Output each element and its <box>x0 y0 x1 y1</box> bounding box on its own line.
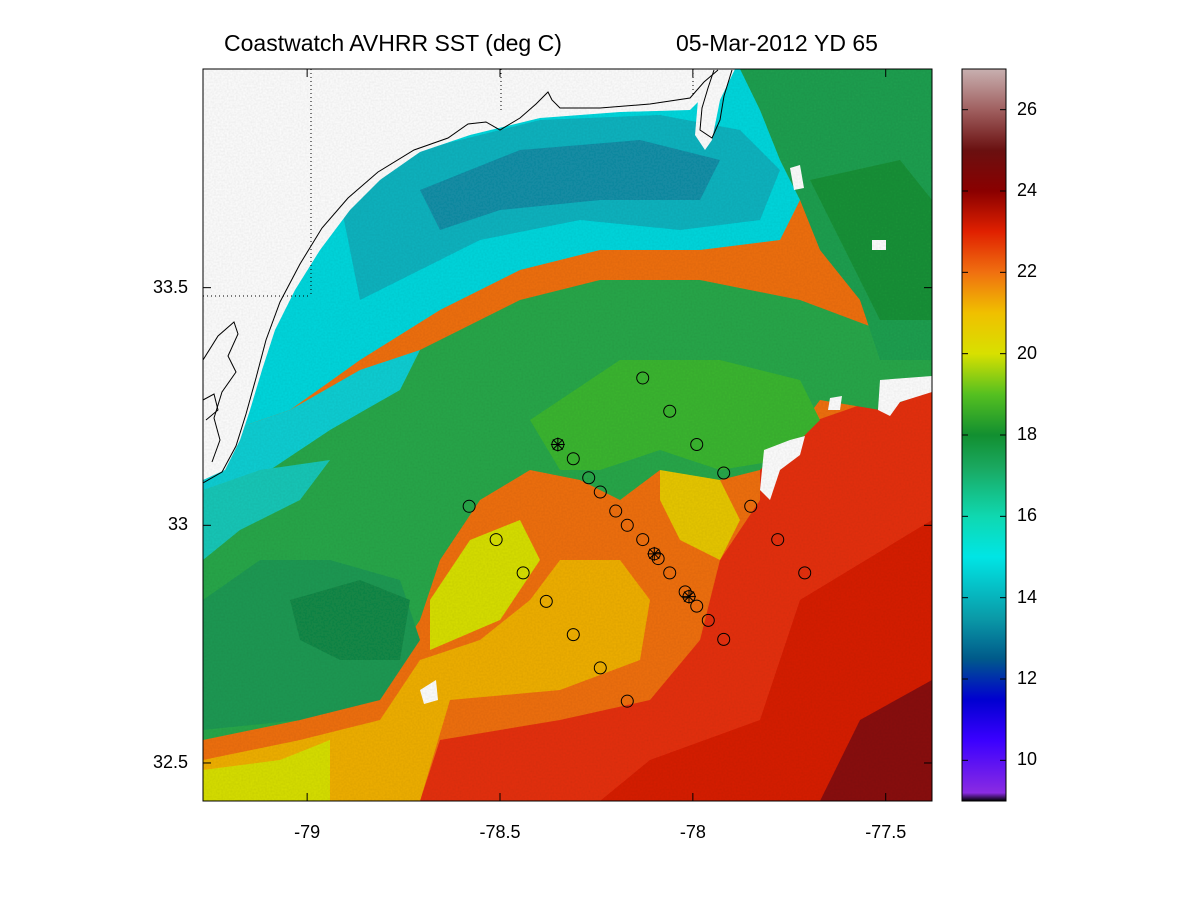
station-star <box>550 437 565 452</box>
colorbar-tick-label: 10 <box>1017 749 1038 770</box>
land-mass <box>203 69 705 480</box>
y-tick-label: 32.5 <box>152 751 188 772</box>
station-circle <box>516 566 530 580</box>
station-circle <box>582 471 596 485</box>
station-circle <box>593 485 607 499</box>
axis-ticks <box>203 69 932 801</box>
y-tick-label: 33 <box>167 514 188 535</box>
colorbar-tick-label: 16 <box>1017 505 1038 526</box>
station-circle <box>489 533 503 547</box>
station-circle <box>566 628 580 642</box>
station-circle <box>678 585 692 599</box>
station-circle <box>663 404 677 418</box>
station-circle <box>566 452 580 466</box>
station-circle <box>798 566 812 580</box>
station-circle <box>593 661 607 675</box>
colorbar <box>961 68 1007 802</box>
station-circle <box>717 466 731 480</box>
map-title: Coastwatch AVHRR SST (deg C) <box>224 30 562 56</box>
map-yearday: YD 65 <box>814 30 878 56</box>
map-date: 05-Mar-2012 <box>676 30 808 56</box>
station-circle <box>636 371 650 385</box>
map-frame <box>202 68 933 802</box>
station-circle <box>609 504 623 518</box>
colorbar-tick-label: 12 <box>1017 668 1038 688</box>
colorbar-tick-label: 14 <box>1017 586 1038 607</box>
colorbar-ticks <box>962 109 1006 761</box>
station-circle <box>462 499 476 513</box>
station-circle <box>663 566 677 580</box>
station-circle <box>620 694 634 708</box>
x-tick-label: -79 <box>294 822 321 842</box>
coastline <box>203 69 733 484</box>
colorbar-tick-label: 20 <box>1017 342 1038 363</box>
x-tick-label: -78 <box>679 822 706 842</box>
station-circle <box>636 533 650 547</box>
station-circle <box>651 552 665 566</box>
colorbar-tick-label: 24 <box>1017 180 1038 200</box>
x-tick-label: -77.5 <box>865 822 907 842</box>
station-circle <box>717 632 731 646</box>
station-circle <box>701 613 715 627</box>
station-circle <box>690 438 704 452</box>
station-circle <box>771 533 785 547</box>
colorbar-tick-label: 22 <box>1017 261 1038 282</box>
station-circle <box>690 599 704 613</box>
station-circle <box>744 499 758 513</box>
colorbar-tick-label: 26 <box>1017 98 1038 119</box>
y-tick-label: 33.5 <box>152 276 188 297</box>
station-markers <box>462 371 812 708</box>
x-tick-label: -78.5 <box>479 822 521 842</box>
station-circle <box>539 594 553 608</box>
station-circle <box>620 518 634 532</box>
colorbar-tick-label: 18 <box>1017 424 1038 444</box>
sst-field <box>203 69 932 801</box>
station-star <box>682 589 696 604</box>
